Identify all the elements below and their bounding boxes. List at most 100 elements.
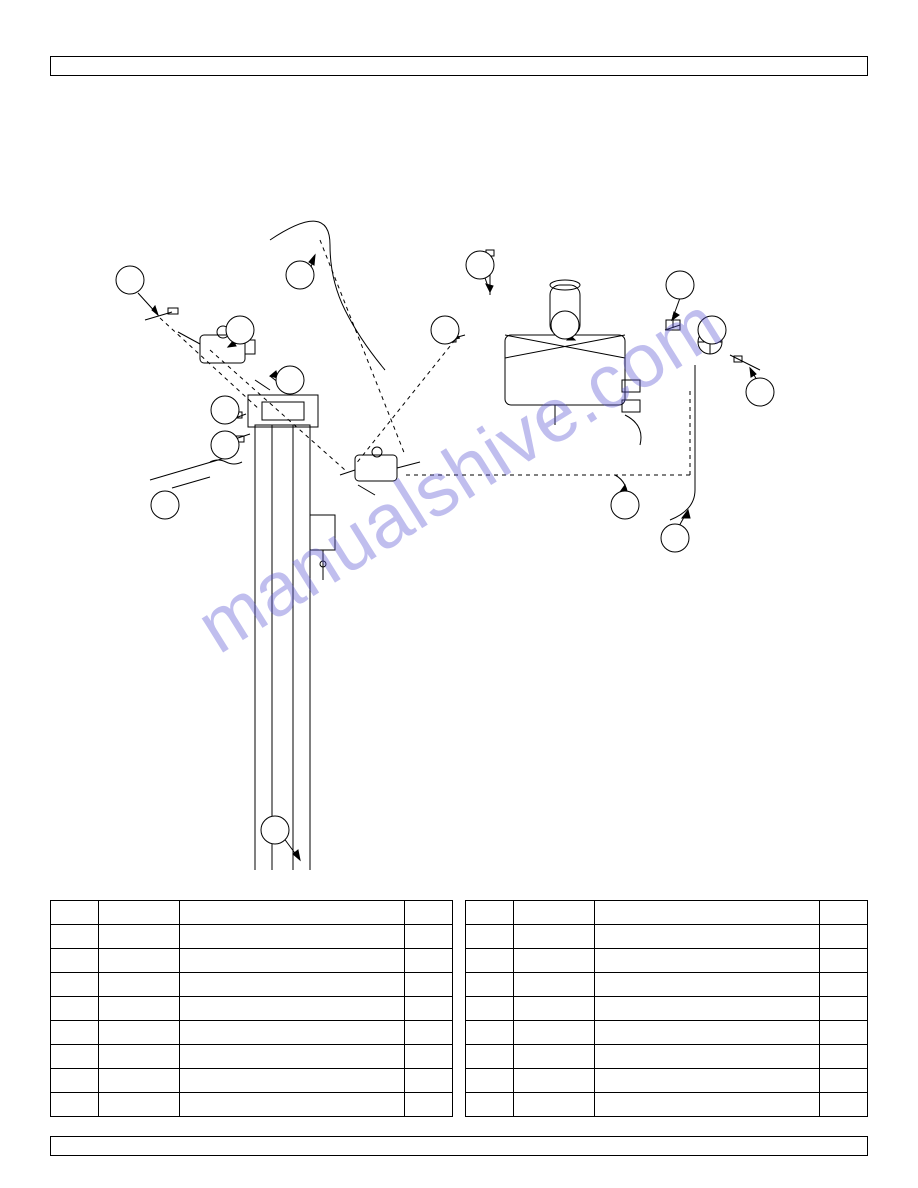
table-header-cell <box>99 901 179 925</box>
table-cell <box>466 973 514 997</box>
header-rule <box>50 56 868 76</box>
table-cell <box>466 1045 514 1069</box>
table-cell <box>594 949 819 973</box>
table-cell <box>404 925 452 949</box>
table-cell <box>594 1045 819 1069</box>
table-cell <box>466 1021 514 1045</box>
table-row <box>51 925 453 949</box>
table-cell <box>466 1093 514 1117</box>
table-header-cell <box>404 901 452 925</box>
page: manualshive.com <box>0 0 918 1188</box>
table-cell <box>819 949 867 973</box>
table-header-cell <box>819 901 867 925</box>
exploded-diagram: manualshive.com <box>0 80 918 870</box>
table-cell <box>99 973 179 997</box>
table-cell <box>404 949 452 973</box>
table-cell <box>99 1093 179 1117</box>
table-row <box>51 1045 453 1069</box>
callout-circle <box>211 396 239 424</box>
table-cell <box>51 997 99 1021</box>
parts-table-left <box>50 900 453 1117</box>
table-header-cell <box>594 901 819 925</box>
table-cell <box>466 997 514 1021</box>
table-cell <box>179 1093 404 1117</box>
table-row <box>51 1021 453 1045</box>
table-cell <box>179 925 404 949</box>
table-cell <box>404 1093 452 1117</box>
table-cell <box>594 973 819 997</box>
table-cell <box>99 1021 179 1045</box>
table-header-cell <box>466 901 514 925</box>
table-cell <box>819 997 867 1021</box>
table-cell <box>514 1021 594 1045</box>
table-cell <box>819 973 867 997</box>
table-cell <box>466 949 514 973</box>
callout-circle <box>261 816 289 844</box>
table-cell <box>819 1045 867 1069</box>
callout-circle <box>698 316 726 344</box>
table-cell <box>179 949 404 973</box>
table-row <box>466 973 868 997</box>
table-cell <box>51 1093 99 1117</box>
table-cell <box>514 1093 594 1117</box>
table-cell <box>514 1045 594 1069</box>
table-row <box>51 1093 453 1117</box>
callout-circle <box>116 266 144 294</box>
table-header-cell <box>51 901 99 925</box>
table-row <box>466 925 868 949</box>
callout-circle <box>611 491 639 519</box>
table-cell <box>51 949 99 973</box>
table-header-cell <box>514 901 594 925</box>
table-cell <box>819 925 867 949</box>
callout-circle <box>151 491 179 519</box>
table-row <box>466 1045 868 1069</box>
table-row <box>466 1021 868 1045</box>
callout-circle <box>551 311 579 339</box>
table-cell <box>514 949 594 973</box>
table-row <box>466 949 868 973</box>
table-cell <box>404 1069 452 1093</box>
table-cell <box>99 997 179 1021</box>
table-cell <box>179 997 404 1021</box>
table-cell <box>51 1021 99 1045</box>
table-row <box>51 997 453 1021</box>
table-row <box>466 1093 868 1117</box>
table-cell <box>179 1069 404 1093</box>
table-cell <box>404 1021 452 1045</box>
table-cell <box>99 925 179 949</box>
table-cell <box>819 1021 867 1045</box>
table-header-cell <box>179 901 404 925</box>
table-cell <box>819 1093 867 1117</box>
parts-table-right <box>465 900 868 1117</box>
callout-circle <box>276 366 304 394</box>
callout-circle <box>466 251 494 279</box>
table-cell <box>819 1069 867 1093</box>
table-cell <box>404 1045 452 1069</box>
table-cell <box>51 973 99 997</box>
table-cell <box>179 1021 404 1045</box>
callout-circle <box>746 378 774 406</box>
callout-circle <box>286 261 314 289</box>
footer-rule <box>50 1136 868 1156</box>
callout-circle <box>431 316 459 344</box>
table-cell <box>51 1069 99 1093</box>
table-cell <box>514 1069 594 1093</box>
table-cell <box>404 997 452 1021</box>
table-cell <box>179 1045 404 1069</box>
table-cell <box>594 1069 819 1093</box>
parts-tables <box>50 900 868 1117</box>
callout-circle <box>226 316 254 344</box>
table-cell <box>466 1069 514 1093</box>
table-cell <box>51 1045 99 1069</box>
table-cell <box>514 997 594 1021</box>
table-cell <box>594 997 819 1021</box>
table-row <box>466 997 868 1021</box>
table-row <box>51 949 453 973</box>
table-row <box>466 1069 868 1093</box>
table-cell <box>466 925 514 949</box>
table-cell <box>594 1093 819 1117</box>
table-cell <box>404 973 452 997</box>
callout-circle <box>661 524 689 552</box>
table-cell <box>594 925 819 949</box>
table-cell <box>179 973 404 997</box>
